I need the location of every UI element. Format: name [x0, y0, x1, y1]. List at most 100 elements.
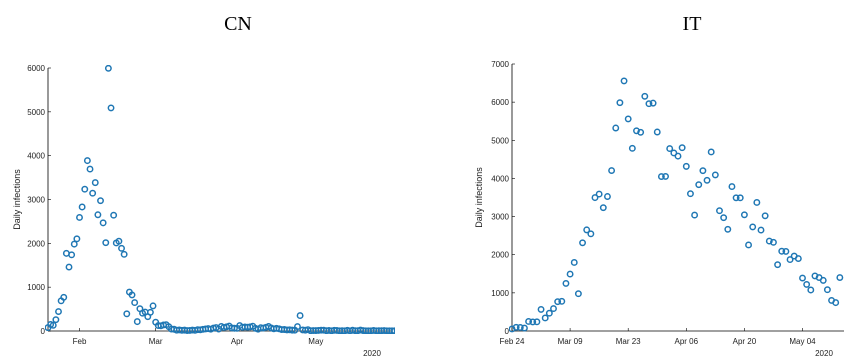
y-tick-label: 5000 [491, 136, 509, 145]
data-point [149, 302, 157, 310]
data-point [612, 124, 620, 132]
data-point [620, 77, 628, 85]
x-tick-label: Apr 06 [675, 337, 699, 346]
data-point [765, 237, 773, 245]
data-point [728, 183, 736, 191]
data-point [703, 176, 711, 184]
data-point [70, 240, 78, 248]
data-point [595, 190, 603, 198]
y-tick-label: 0 [505, 327, 510, 336]
data-point [579, 239, 586, 247]
y-tick-label: 4000 [27, 152, 45, 161]
data-point [115, 237, 123, 245]
x-tick-label: Mar 23 [616, 337, 641, 346]
data-point [55, 308, 62, 315]
data-point [736, 194, 744, 202]
y-tick-label: 5000 [27, 108, 45, 117]
series-points [45, 65, 395, 334]
series-points [509, 77, 844, 333]
x-tick-label: May 04 [789, 337, 816, 346]
x-tick-label: Mar 09 [558, 337, 583, 346]
data-point [716, 207, 723, 215]
data-point [296, 312, 304, 320]
data-point [550, 305, 557, 313]
data-point [133, 318, 141, 326]
data-point [711, 171, 719, 179]
data-point [720, 214, 728, 222]
data-point [107, 104, 115, 112]
x-tick-label: Mar [149, 337, 163, 346]
data-point [761, 212, 769, 220]
data-point [68, 251, 76, 259]
y-tick-label: 3000 [491, 213, 509, 222]
x-tick-label: May [308, 337, 323, 346]
data-point [624, 115, 632, 123]
data-point [707, 148, 715, 156]
data-point [525, 318, 533, 325]
data-point [393, 327, 395, 334]
data-point [836, 274, 844, 281]
data-point [662, 172, 669, 180]
x-tick-label: Apr 20 [733, 337, 757, 346]
data-point [591, 194, 599, 202]
data-point [628, 144, 636, 152]
data-point [807, 286, 815, 294]
data-point [645, 100, 653, 108]
data-point [666, 145, 674, 153]
data-point [120, 250, 128, 258]
data-point [604, 193, 611, 200]
data-point [558, 297, 566, 305]
chart-title: IT [683, 13, 702, 35]
y-tick-label: 6000 [27, 64, 45, 73]
data-point [230, 324, 238, 332]
data-point [778, 247, 786, 255]
data-point [657, 173, 665, 180]
y-tick-label: 6000 [491, 98, 509, 107]
data-point [76, 214, 83, 221]
y-tick-label: 3000 [27, 196, 45, 205]
data-point [118, 244, 125, 252]
y-tick-label: 1000 [491, 289, 509, 298]
data-point [533, 318, 541, 326]
data-point [541, 314, 549, 322]
y-tick-label: 4000 [491, 174, 509, 183]
data-point [52, 316, 60, 324]
data-point [123, 310, 131, 318]
data-point [94, 211, 102, 219]
data-point [637, 128, 645, 136]
data-point [97, 197, 104, 205]
data-point [86, 165, 94, 173]
data-point [562, 279, 570, 287]
y-tick-label: 1000 [27, 283, 45, 292]
data-point [699, 167, 707, 175]
data-point [691, 211, 699, 219]
data-point [83, 157, 91, 165]
y-tick-label: 2000 [491, 251, 509, 260]
data-point [670, 149, 678, 157]
data-point [682, 162, 690, 170]
data-point [570, 259, 578, 266]
data-point [73, 235, 81, 243]
data-point [104, 65, 112, 72]
data-point [678, 144, 686, 152]
data-point [794, 255, 802, 262]
data-point [288, 326, 296, 334]
y-tick-label: 0 [41, 327, 46, 336]
data-point [566, 270, 574, 278]
data-point [782, 247, 790, 255]
data-point [774, 261, 782, 269]
data-point [512, 323, 520, 331]
data-point [545, 309, 553, 317]
data-point [294, 323, 301, 331]
data-point [674, 152, 682, 160]
data-point [521, 324, 528, 332]
data-point [819, 276, 827, 284]
data-point [803, 280, 811, 288]
data-point [102, 239, 110, 247]
data-point [574, 290, 582, 298]
chart-cn: CN 0 1000 2000 3000 4000 5000 6000 Feb Mar Apr May 2… [12, 13, 395, 358]
data-point [749, 223, 757, 231]
data-point [770, 238, 777, 246]
data-point [91, 179, 99, 187]
